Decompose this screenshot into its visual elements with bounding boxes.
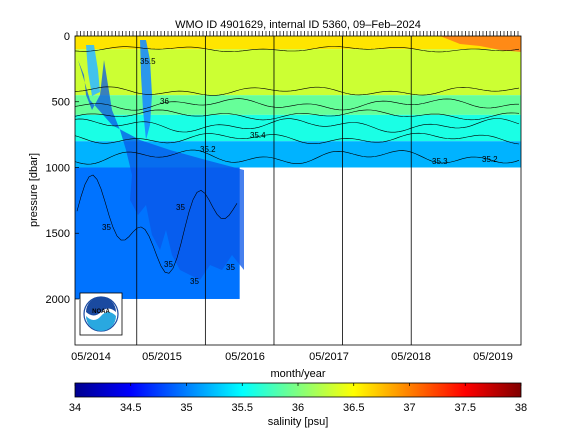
x-axis-label: month/year: [270, 368, 325, 380]
contour-label: 35: [102, 223, 111, 232]
y-axis-label: pressure [dbar]: [28, 153, 40, 227]
plot-frame: [74, 35, 522, 346]
noaa-logo: NOAA: [79, 292, 123, 336]
salinity-layer: [75, 36, 521, 50]
fresh-patch: [86, 45, 100, 96]
contour-label: 35: [226, 263, 235, 272]
contour-label: 35.2: [200, 145, 216, 154]
x-tick-label: 05/2019: [473, 351, 513, 363]
colorbar-tick-label: 34.5: [120, 402, 141, 414]
profile-ticks: [76, 31, 519, 36]
y-tick-label: 0: [64, 31, 70, 43]
field-details: [78, 36, 521, 280]
salinity-layer: [75, 95, 521, 115]
x-tick-label: 05/2016: [225, 351, 265, 363]
colorbar-tick-label: 35: [180, 402, 192, 414]
y-tick-label: 1500: [46, 228, 70, 240]
y-tick-label: 1000: [46, 162, 70, 174]
x-tick-label: 05/2015: [142, 351, 182, 363]
colorbar-tick-label: 35.5: [232, 402, 253, 414]
x-axis: 05/2014 05/2015 05/2016 05/2017 05/2018 …: [71, 351, 513, 380]
y-axis: 0 500 1000 1500 2000 pressure [dbar]: [28, 31, 79, 306]
isohaline-contour: [75, 109, 520, 121]
contour-label: 35: [164, 260, 173, 269]
contour-label: 35: [176, 203, 185, 212]
colorbar: 34 34.5 35 35.5 36 36.5 37 37.5 38 salinity [psu…: [69, 382, 527, 428]
colorbar-tick-label: 34: [69, 402, 81, 414]
isohaline-contour: [75, 149, 520, 165]
isohaline-contour: [76, 174, 238, 274]
colorbar-label: salinity [psu]: [268, 416, 329, 428]
colorbar-tick-label: 37: [403, 402, 415, 414]
contour-label: 35.2: [482, 155, 498, 164]
colorbar-tick-label: 37.5: [455, 402, 476, 414]
contour-labels: 35 35 35 35 35 35.5 36 35.4 35.2 35.3 35…: [102, 57, 498, 286]
isohaline-contour: [75, 86, 520, 96]
deep-water-blue-tongue: [78, 60, 244, 280]
salty-surface-patch: [440, 36, 521, 52]
isohaline-contour: [75, 118, 520, 133]
colorbar-tick-label: 36: [292, 402, 304, 414]
contour-label: 35: [190, 277, 199, 286]
colorbar-tick-label: 38: [515, 402, 527, 414]
y-tick-label: 2000: [46, 294, 70, 306]
isohaline-contour: [75, 132, 520, 145]
contour-label: 35.5: [140, 57, 156, 66]
shallow-cyan-intrusion: [140, 40, 152, 140]
contour-label: 35.3: [432, 157, 448, 166]
contour-label: 35.4: [250, 131, 266, 140]
chart-title: WMO ID 4901629, internal ID 5360, 09–Feb…: [175, 19, 421, 31]
year-divider-lines: [136, 36, 412, 345]
x-tick-label: 05/2014: [71, 351, 111, 363]
contour-label: 36: [160, 97, 169, 106]
isohaline-contour: [75, 98, 519, 111]
x-tick-label: 05/2017: [309, 351, 349, 363]
colorbar-tick-label: 36.5: [343, 402, 364, 414]
x-tick-label: 05/2018: [391, 351, 431, 363]
isohaline-contour: [75, 46, 520, 53]
noaa-logo-text: NOAA: [92, 309, 110, 315]
y-tick-label: 500: [52, 97, 70, 109]
contour-lines: [75, 46, 520, 274]
